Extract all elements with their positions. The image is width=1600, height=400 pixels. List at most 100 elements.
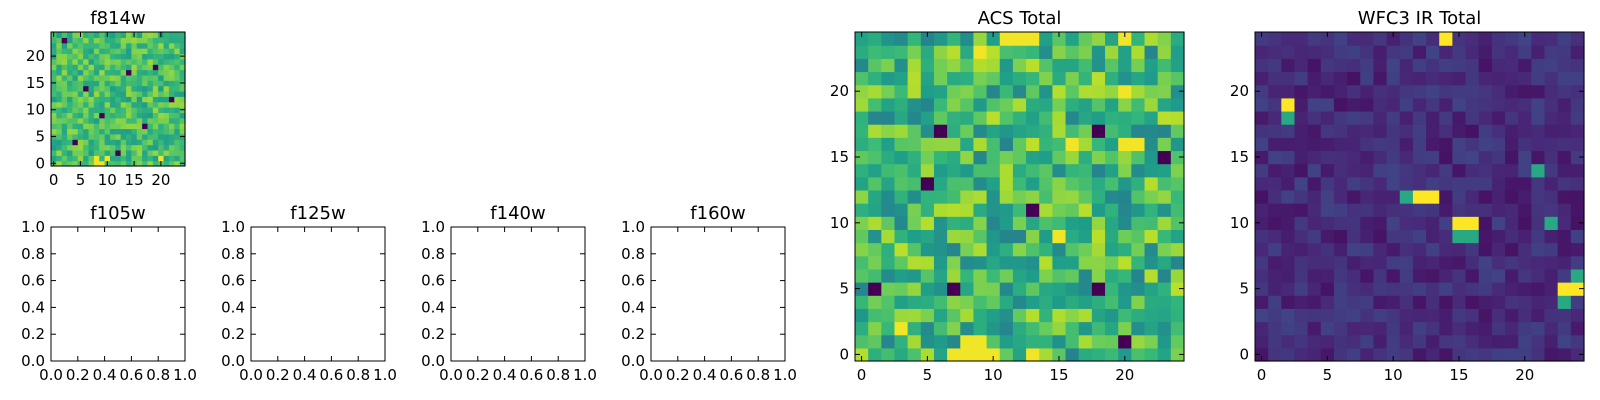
y-tick-label: 0.8 bbox=[621, 245, 645, 263]
heatmap-cell bbox=[868, 163, 882, 178]
heatmap-cell bbox=[1465, 150, 1480, 165]
heatmap-cell bbox=[120, 37, 127, 44]
heatmap-cell bbox=[1307, 176, 1322, 191]
heatmap-cell bbox=[104, 101, 111, 108]
heatmap-cell bbox=[51, 48, 57, 55]
heatmap-cell bbox=[1157, 321, 1172, 336]
heatmap-cell bbox=[126, 123, 132, 130]
heatmap-cell bbox=[894, 242, 909, 257]
heatmap-cell bbox=[179, 58, 186, 65]
heatmap-cell bbox=[1333, 176, 1348, 191]
heatmap-cell bbox=[179, 128, 186, 135]
heatmap-cell bbox=[1478, 176, 1493, 191]
heatmap-cell bbox=[131, 64, 138, 71]
x-tick-label: 0.6 bbox=[119, 366, 143, 384]
heatmap-cell bbox=[1012, 189, 1027, 204]
heatmap-cell bbox=[61, 149, 68, 156]
heatmap-cell bbox=[174, 58, 181, 65]
heatmap-cell bbox=[907, 110, 922, 125]
heatmap-cell bbox=[1131, 216, 1146, 230]
heatmap-cell bbox=[1347, 32, 1361, 46]
heatmap-cell bbox=[855, 255, 869, 270]
heatmap-cell bbox=[1294, 84, 1309, 99]
heatmap-cell bbox=[147, 74, 154, 81]
heatmap-cell bbox=[61, 123, 68, 130]
heatmap-cell bbox=[142, 90, 149, 97]
heatmap-cell bbox=[960, 32, 975, 46]
heatmap-cell bbox=[1281, 295, 1296, 309]
heatmap-cell bbox=[1386, 137, 1401, 152]
heatmap-cell bbox=[168, 69, 175, 76]
heatmap-cell bbox=[1157, 176, 1172, 191]
heatmap-cell bbox=[77, 101, 84, 108]
heatmap-cell bbox=[147, 133, 154, 140]
heatmap-cell bbox=[168, 85, 175, 92]
heatmap-cell bbox=[1544, 282, 1559, 296]
heatmap-cell bbox=[907, 71, 922, 86]
heatmap-cell bbox=[1012, 176, 1027, 191]
heatmap-cell bbox=[1118, 124, 1132, 138]
heatmap-cell bbox=[1078, 32, 1093, 46]
heatmap-cell bbox=[1373, 176, 1388, 191]
heatmap-cell bbox=[1026, 282, 1040, 296]
heatmap-cell bbox=[1373, 242, 1388, 257]
heatmap-cell bbox=[1052, 189, 1067, 204]
heatmap-cell bbox=[142, 123, 149, 130]
heatmap-cell bbox=[1026, 150, 1040, 165]
heatmap-cell bbox=[1360, 216, 1375, 230]
heatmap-cell bbox=[1105, 242, 1119, 257]
heatmap-cell bbox=[88, 101, 95, 108]
heatmap-cell bbox=[1039, 163, 1053, 178]
heatmap-cell bbox=[104, 107, 111, 113]
y-tick-label: 0.6 bbox=[221, 272, 245, 290]
heatmap-cell bbox=[142, 85, 149, 92]
heatmap-cell bbox=[1131, 295, 1146, 309]
heatmap-cell bbox=[1320, 334, 1335, 349]
heatmap-cell bbox=[1131, 163, 1146, 178]
heatmap-cell bbox=[1144, 137, 1159, 152]
heatmap-cell bbox=[174, 133, 181, 140]
heatmap-cell bbox=[120, 80, 127, 87]
heatmap-cell bbox=[1157, 268, 1172, 283]
heatmap-cell bbox=[1505, 84, 1519, 99]
heatmap-cell bbox=[920, 137, 935, 152]
heatmap-cell bbox=[67, 101, 74, 108]
heatmap-cell bbox=[920, 282, 935, 296]
heatmap-cell bbox=[1491, 124, 1506, 138]
heatmap-cell bbox=[1131, 137, 1146, 152]
heatmap-cell bbox=[163, 58, 170, 65]
heatmap-cell bbox=[1255, 150, 1269, 165]
heatmap-cell bbox=[1105, 71, 1119, 86]
heatmap-cell bbox=[163, 37, 170, 44]
heatmap-cell bbox=[1373, 282, 1388, 296]
heatmap-cell bbox=[99, 117, 106, 124]
heatmap-cell bbox=[163, 48, 170, 55]
heatmap-cell bbox=[960, 255, 975, 270]
heatmap-cell bbox=[1268, 229, 1282, 244]
heatmap-cell bbox=[1144, 321, 1159, 336]
heatmap-cell bbox=[115, 160, 122, 167]
heatmap-cell bbox=[163, 128, 170, 135]
heatmap-cell bbox=[61, 90, 68, 97]
heatmap-cell bbox=[1157, 97, 1172, 112]
heatmap-cell bbox=[163, 107, 170, 113]
heatmap-cell bbox=[1399, 308, 1414, 323]
heatmap-cell bbox=[1105, 347, 1119, 362]
heatmap-cell bbox=[83, 64, 90, 71]
heatmap-cell bbox=[61, 117, 68, 124]
heatmap-cell bbox=[131, 123, 138, 130]
heatmap-cell bbox=[1570, 203, 1585, 217]
heatmap-cell bbox=[109, 160, 116, 167]
heatmap-cell bbox=[1491, 229, 1506, 244]
heatmap-cell bbox=[168, 101, 175, 108]
heatmap-cell bbox=[894, 229, 909, 244]
heatmap-cell bbox=[1505, 71, 1519, 86]
y-tick-label: 0.8 bbox=[21, 245, 45, 263]
panel-title: f125w bbox=[290, 203, 345, 224]
heatmap-cell bbox=[1065, 150, 1080, 165]
heatmap-cell bbox=[142, 96, 149, 103]
heatmap-cell bbox=[1465, 347, 1480, 362]
heatmap-cell bbox=[67, 53, 74, 60]
heatmap-cell bbox=[61, 37, 68, 44]
x-tick-label: 0.2 bbox=[666, 366, 690, 384]
